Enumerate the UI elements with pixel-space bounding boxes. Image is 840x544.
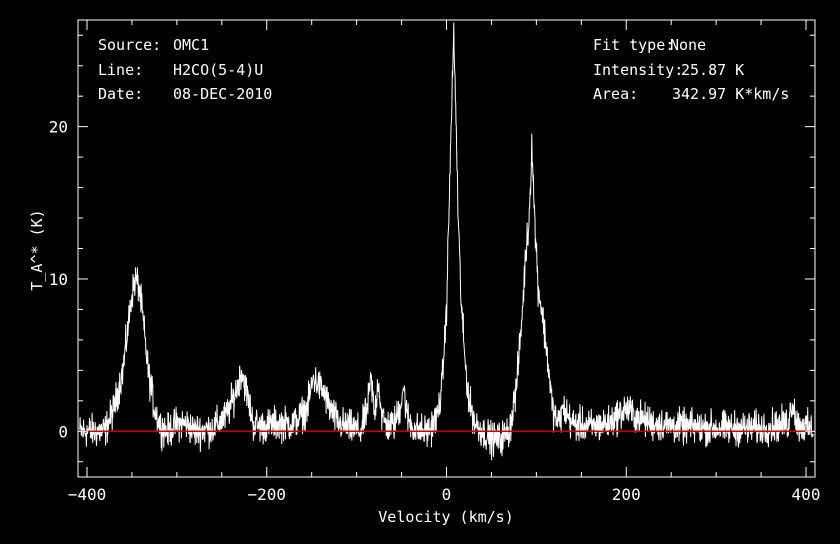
x-axis-label: Velocity (km/s) [378,508,513,526]
spectrum-layer [79,22,814,461]
line-value: H2CO(5-4)U [173,61,263,79]
date-label: Date: [98,85,143,103]
y-axis-label: T_A^* (K) [28,209,46,290]
spectrum-line [79,22,814,461]
intensity-label: Intensity: [593,61,683,79]
source-value: OMC1 [173,36,209,54]
y-tick-label: 0 [58,422,68,441]
intensity-value: 25.87 K [681,61,744,79]
area-value: 342.97 K*km/s [672,85,789,103]
y-tick-label: 20 [49,118,68,137]
source-label: Source: [98,36,161,54]
axis-ticks: −400 −200 0 200 400 0 10 20 [49,20,821,504]
x-tick-label: 200 [612,485,641,504]
x-tick-label: −400 [68,485,107,504]
x-tick-label: 0 [442,485,452,504]
area-label: Area: [593,85,638,103]
x-tick-label: −200 [247,485,286,504]
line-label: Line: [98,61,143,79]
date-value: 08-DEC-2010 [173,85,272,103]
x-tick-label: 400 [792,485,821,504]
y-tick-label: 10 [49,270,68,289]
fit-type-label: Fit type: [593,36,674,54]
fit-type-value: None [670,36,706,54]
